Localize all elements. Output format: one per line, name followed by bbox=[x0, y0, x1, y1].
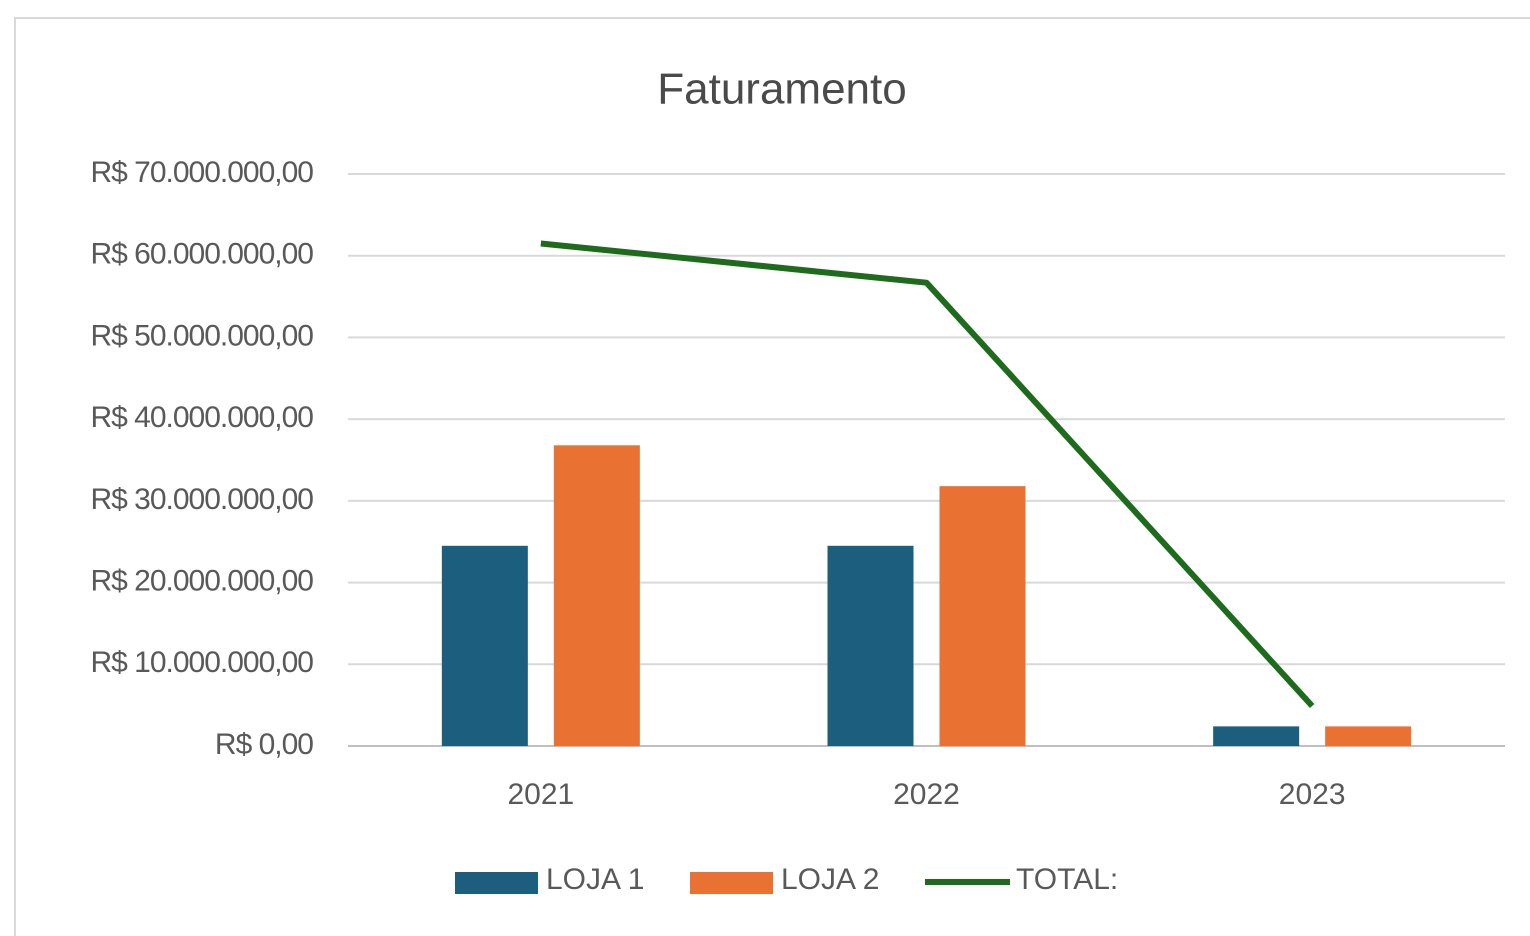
x-tick-label: 2022 bbox=[893, 778, 960, 811]
y-tick-label: R$ 60.000.000,00 bbox=[90, 238, 313, 271]
y-tick-label: R$ 10.000.000,00 bbox=[90, 646, 313, 679]
bar bbox=[1213, 726, 1300, 746]
bar bbox=[827, 545, 914, 746]
legend-swatch bbox=[455, 872, 538, 894]
bar bbox=[441, 545, 528, 746]
y-tick-label: R$ 70.000.000,00 bbox=[90, 156, 313, 189]
chart-title: Faturamento bbox=[657, 65, 906, 114]
bar bbox=[1325, 726, 1412, 746]
bar bbox=[939, 486, 1026, 746]
y-tick-label: R$ 40.000.000,00 bbox=[90, 401, 313, 434]
y-tick-label: R$ 50.000.000,00 bbox=[90, 319, 313, 352]
legend-label: LOJA 2 bbox=[781, 863, 879, 896]
y-tick-label: R$ 20.000.000,00 bbox=[90, 564, 313, 597]
legend-label: LOJA 1 bbox=[546, 863, 644, 896]
legend-swatch bbox=[690, 872, 773, 894]
line bbox=[540, 240, 1315, 708]
chart-border bbox=[14, 17, 1530, 936]
x-tick-label: 2023 bbox=[1279, 778, 1346, 811]
legend-label: TOTAL: bbox=[1016, 863, 1118, 896]
bar bbox=[553, 445, 640, 746]
x-tick-label: 2021 bbox=[507, 778, 574, 811]
y-tick-label: R$ 30.000.000,00 bbox=[90, 483, 313, 516]
y-tick-label: R$ 0,00 bbox=[215, 728, 313, 761]
